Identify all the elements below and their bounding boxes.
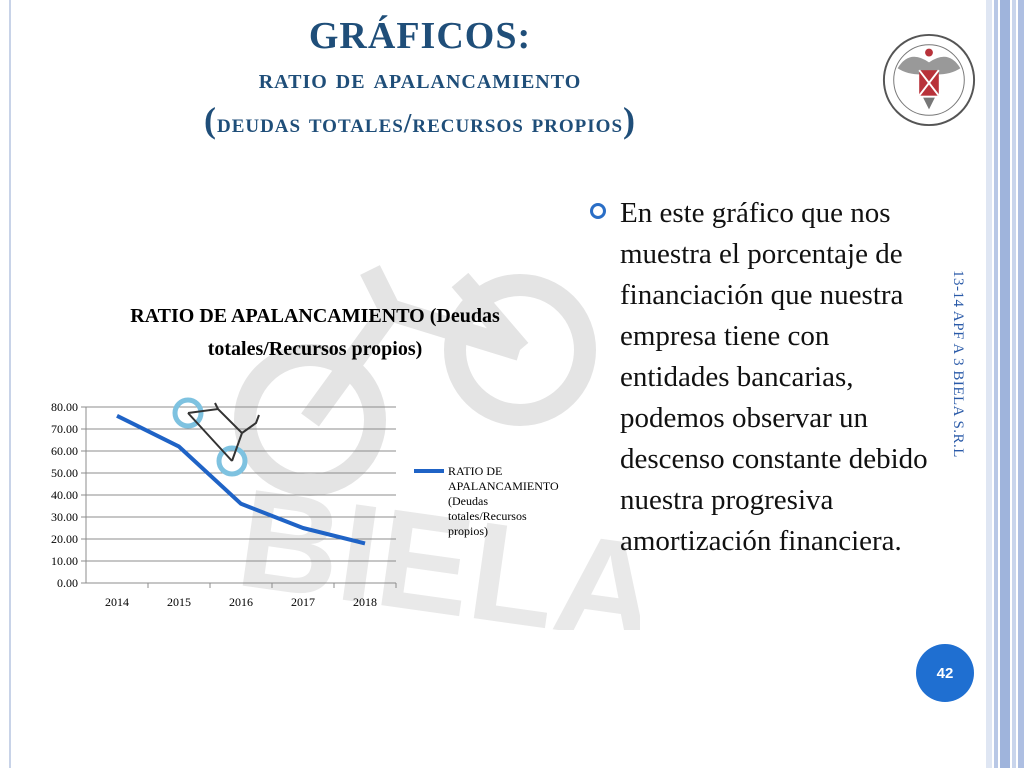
legend-label: RATIO DE APALANCAMIENTO (Deudas totales/Rec… xyxy=(448,464,559,538)
y-tick-label: 10.00 xyxy=(51,554,78,568)
bicycle-icon xyxy=(172,397,260,477)
line-chart: 0.00 10.00 20.00 30.00 40.00 50.00 60.00 70.00 8… xyxy=(51,397,559,609)
y-tick-label: 50.00 xyxy=(51,466,78,480)
biela-watermark: BIELA xyxy=(229,265,640,630)
x-tick-label: 2014 xyxy=(105,595,129,609)
x-tick-label: 2015 xyxy=(167,595,191,609)
bullet-circle-icon xyxy=(590,203,606,219)
title-line-1: GRÁFICOS: xyxy=(308,15,532,57)
title-line-2: ratio de apalancamiento xyxy=(258,64,582,95)
bullet-text: En este gráfico que nos muestra el porce… xyxy=(620,197,928,557)
title-paren-close: ) xyxy=(623,100,637,140)
page-number-badge: 42 xyxy=(916,644,974,702)
title-line-3: (deudas totales/recursos propios) xyxy=(60,100,780,143)
left-border-rule xyxy=(9,0,11,768)
y-tick-label: 60.00 xyxy=(51,444,78,458)
x-tick-label: 2016 xyxy=(229,595,253,609)
y-tick-label: 20.00 xyxy=(51,532,78,546)
side-label-text: 13-14 APF A 3 BIELA S.R.L xyxy=(950,270,966,458)
title-paren-open: ( xyxy=(203,100,217,140)
university-seal-logo xyxy=(882,33,976,127)
y-tick-label: 0.00 xyxy=(57,576,78,590)
x-tick-label: 2017 xyxy=(291,595,315,609)
y-tick-label: 40.00 xyxy=(51,488,78,502)
x-tick-label: 2018 xyxy=(353,595,377,609)
y-tick-label: 70.00 xyxy=(51,422,78,436)
side-label: 13-14 APF A 3 BIELA S.R.L xyxy=(938,270,978,500)
chart-title: RATIO DE APALANCAMIENTO (Deudas totales/… xyxy=(130,305,500,360)
slide-title: GRÁFICOS: ratio de apalancamiento (deuda… xyxy=(60,12,780,143)
y-tick-label: 30.00 xyxy=(51,510,78,524)
right-decorative-stripes xyxy=(986,0,1024,768)
y-tick-label: 80.00 xyxy=(51,400,78,414)
title-line-3-text: deudas totales/recursos propios xyxy=(216,108,624,138)
